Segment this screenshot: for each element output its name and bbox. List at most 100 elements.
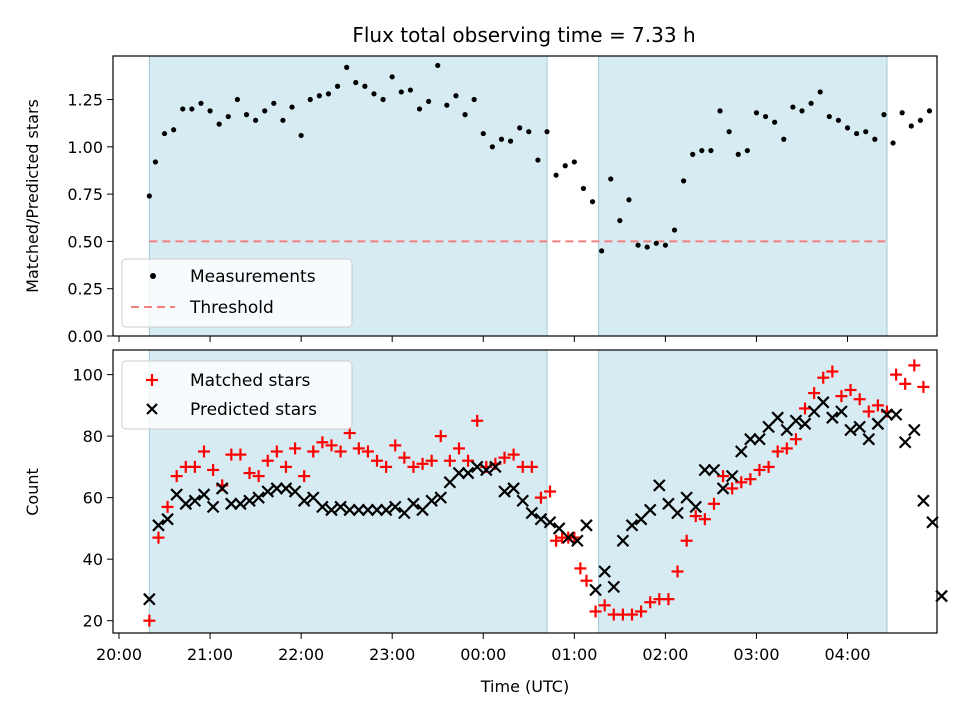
predicted-star-point — [862, 432, 876, 446]
measurement-point — [790, 104, 796, 110]
measurement-point — [180, 106, 186, 112]
top-legend-box — [121, 258, 353, 328]
measurement-point — [599, 248, 605, 254]
predicted-star-point — [234, 497, 247, 511]
predicted-star-point — [243, 494, 256, 508]
matched-star-point — [698, 513, 711, 526]
matched-star-point — [316, 436, 329, 449]
predicted-star-point — [580, 519, 593, 532]
matched-star-point — [744, 473, 757, 486]
measurement-point — [435, 62, 441, 69]
predicted-star-point — [735, 445, 748, 458]
bottom-axis-ticks: 20 40 60 80 100 20:00 21:00 22:00 23:00 00:00 01:0… — [72, 366, 870, 664]
top-shaded-intervals — [148, 55, 888, 337]
predicted-star-point — [161, 512, 174, 526]
matched-star-point — [416, 457, 429, 470]
predicted-star-point — [607, 580, 621, 594]
matched-star-point — [680, 534, 693, 547]
bottom-panel: 20 40 60 80 100 20:00 21:00 22:00 23:00 00:00 01:0… — [23, 349, 948, 696]
legend-predicted-label: Predicted stars — [190, 400, 317, 420]
measurement-point — [234, 96, 240, 103]
measurement-point — [580, 185, 587, 192]
measurement-point — [762, 113, 769, 120]
predicted-star-point — [707, 463, 721, 477]
measurement-point — [735, 151, 741, 157]
predicted-star-point — [780, 423, 794, 437]
measurement-point — [453, 93, 459, 99]
matched-star-point — [243, 467, 256, 480]
measurement-point — [526, 129, 532, 135]
predicted-star-point — [170, 488, 183, 501]
measurement-point — [198, 100, 204, 106]
matched-star-point — [662, 593, 675, 606]
predicted-star-point — [917, 494, 930, 508]
measurement-point — [152, 159, 159, 165]
x-tick-label: 23:00 — [369, 645, 415, 664]
measurement-point — [271, 100, 277, 106]
matched-star-point — [871, 399, 884, 412]
matched-star-point — [188, 460, 201, 473]
predicted-star-point — [498, 485, 511, 498]
legend-measurements-marker — [150, 273, 156, 279]
measurement-point — [316, 93, 322, 99]
measurement-point — [334, 83, 341, 89]
predicted-star-point — [261, 485, 275, 498]
measurement-point — [517, 125, 523, 131]
measurement-point — [362, 83, 368, 89]
predicted-star-point — [762, 420, 775, 434]
matched-star-point — [252, 470, 265, 483]
predicted-star-point — [926, 515, 939, 529]
measurement-point — [535, 157, 541, 163]
top-y-tick-label: 0.00 — [67, 327, 103, 346]
measurement-point — [471, 96, 477, 103]
measurement-point — [681, 178, 687, 184]
x-tick-label: 20:00 — [96, 645, 142, 664]
measurement-point — [617, 217, 623, 224]
measurement-point — [917, 117, 923, 123]
matched-star-point — [161, 500, 174, 513]
predicted-star-point — [152, 519, 165, 532]
predicted-star-point — [680, 491, 693, 504]
predicted-star-point — [826, 411, 839, 424]
predicted-star-point — [689, 500, 703, 514]
predicted-star-point — [889, 408, 903, 421]
predicted-star-point — [407, 497, 420, 511]
top-axis-ticks: 0.00 0.25 0.50 0.75 1.00 1.25 — [67, 91, 849, 346]
matched-star-point — [398, 451, 411, 464]
measurement-point — [926, 108, 933, 114]
matched-star-point — [325, 439, 338, 452]
measurement-point — [426, 98, 432, 105]
matched-star-point — [862, 405, 875, 418]
matched-star-point — [789, 433, 802, 446]
measurements-series — [146, 62, 933, 254]
measurement-point — [662, 242, 668, 248]
measurement-point — [252, 117, 259, 123]
predicted-star-point — [798, 417, 812, 431]
measurement-point — [626, 197, 632, 203]
predicted-star-point — [753, 432, 766, 446]
matched-star-point — [735, 476, 748, 489]
predicted-star-point — [625, 519, 639, 532]
legend-predicted-marker — [146, 403, 158, 415]
measurement-point — [161, 130, 168, 137]
measurement-point — [380, 96, 386, 103]
matched-star-point — [498, 451, 511, 464]
matched-star-point — [908, 359, 921, 372]
measurement-point — [507, 138, 514, 144]
predicted-star-point — [698, 463, 712, 477]
measurement-point — [899, 110, 905, 116]
measurement-point — [608, 176, 614, 182]
measurement-point — [407, 87, 414, 93]
predicted-star-point — [297, 494, 311, 508]
measurement-point — [225, 113, 231, 120]
matched-star-point — [707, 497, 720, 510]
measurement-point — [890, 140, 896, 146]
x-axis-label: Time (UTC) — [480, 677, 569, 696]
measurement-point — [398, 89, 404, 95]
bottom-y-tick-label: 60 — [83, 489, 103, 508]
predicted-star-point — [598, 565, 611, 578]
measurement-point — [671, 227, 678, 233]
measurement-point — [881, 112, 887, 118]
predicted-star-point — [725, 469, 739, 483]
